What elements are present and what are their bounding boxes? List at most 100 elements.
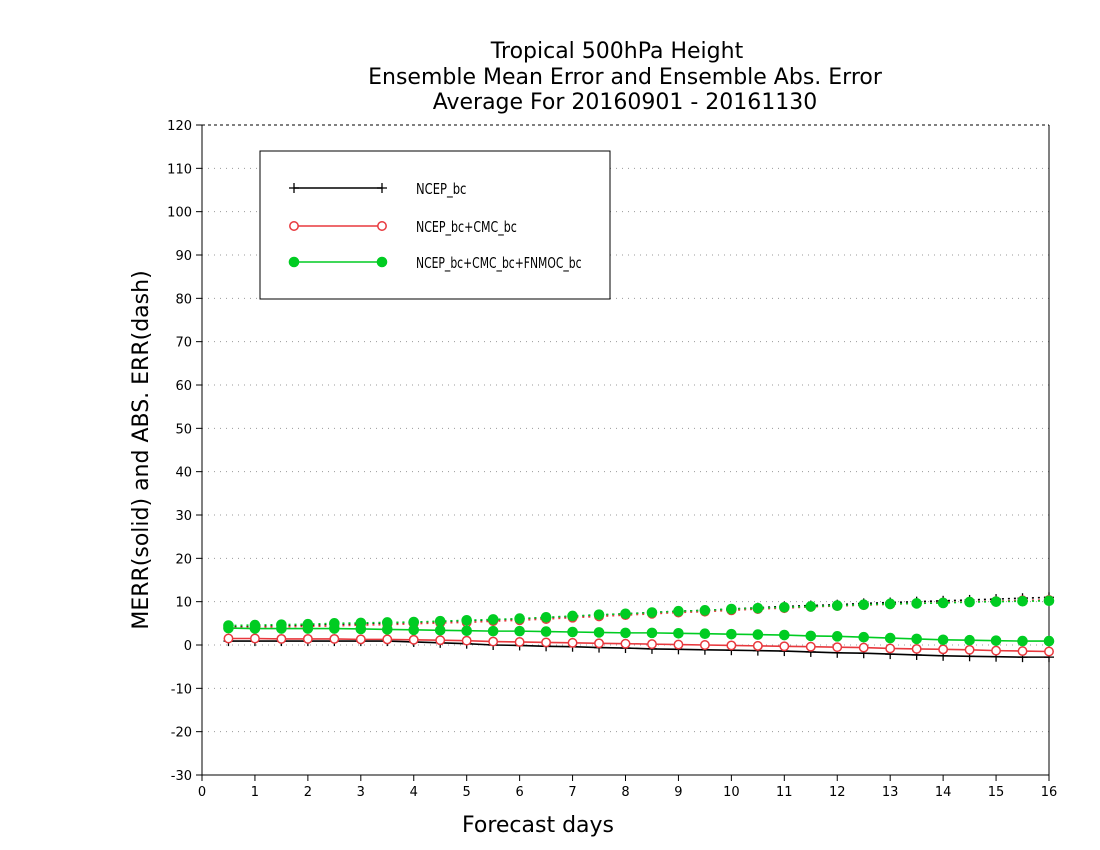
abs-err-point: [1043, 595, 1055, 607]
merr-point: [805, 630, 817, 642]
legend-label: NCEP_bc+CMC_bc: [416, 218, 517, 237]
abs-err-point: [434, 615, 446, 627]
merr-point: [831, 631, 843, 642]
chart-title-line-3: Average For 20160901 - 20161130: [433, 90, 818, 115]
x-tick-label: 4: [410, 785, 418, 800]
abs-err-point: [752, 602, 764, 614]
abs-err-point: [620, 608, 631, 620]
y-tick-label: 30: [175, 509, 192, 524]
series-2: [223, 595, 1055, 647]
y-tick-label: 40: [175, 466, 192, 481]
series-abs-err-line: [228, 600, 1050, 627]
merr-point: [673, 628, 684, 639]
y-tick-label: -10: [171, 682, 192, 697]
x-tick-label: 0: [198, 785, 206, 800]
merr-point: [593, 627, 605, 638]
abs-err-point: [937, 597, 949, 609]
merr-point: [408, 634, 419, 645]
legend-marker: [377, 221, 387, 231]
abs-err-point: [805, 601, 817, 612]
legend-box: [259, 150, 611, 300]
legend-marker: [289, 183, 299, 193]
merr-point: [276, 633, 287, 644]
merr-point: [249, 623, 261, 634]
abs-err-point: [646, 607, 658, 618]
x-tick-label: 2: [304, 785, 312, 800]
merr-point: [488, 636, 499, 647]
series-layer: [223, 592, 1055, 663]
x-tick-label: 10: [723, 785, 740, 800]
y-tick-label: 100: [167, 206, 192, 221]
merr-point: [779, 641, 790, 652]
merr-point: [594, 638, 604, 649]
merr-point: [1044, 646, 1054, 657]
x-tick-label: 8: [621, 785, 629, 800]
merr-point: [911, 633, 922, 645]
merr-point: [487, 625, 499, 637]
merr-point: [752, 640, 763, 651]
merr-point: [435, 635, 446, 646]
merr-point: [355, 623, 367, 635]
merr-point: [567, 626, 578, 638]
y-tick-label: 60: [175, 379, 192, 394]
merr-point: [647, 639, 657, 650]
merr-point: [885, 643, 896, 654]
y-axis: -30 -20 -10 0 10 20 30 40 50 60 70 80 90 100 110 120: [167, 119, 202, 784]
x-tick-label: 13: [882, 785, 899, 800]
merr-point: [1017, 635, 1028, 647]
merr-point: [699, 640, 710, 650]
abs-err-point: [461, 615, 472, 626]
x-tick-label: 11: [776, 785, 793, 800]
merr-point: [276, 623, 287, 634]
x-tick-label: 9: [674, 785, 682, 800]
x-tick-label: 7: [568, 785, 576, 800]
merr-point: [805, 641, 816, 652]
merr-point: [937, 634, 949, 646]
x-tick-label: 16: [1041, 785, 1058, 800]
merr-point: [223, 633, 234, 644]
abs-err-point: [1017, 595, 1028, 607]
abs-err-point: [831, 600, 843, 611]
merr-point: [884, 632, 896, 644]
abs-err-point: [699, 605, 711, 616]
legend-item-1: NCEP_bc+CMC_bc: [289, 218, 517, 237]
abs-err-point: [779, 602, 790, 613]
merr-point: [461, 625, 472, 637]
series-0: [223, 592, 1054, 663]
merr-point: [620, 638, 631, 649]
merr-point: [646, 627, 658, 639]
abs-err-point: [673, 605, 684, 617]
x-tick-label: 15: [988, 785, 1005, 800]
merr-point: [355, 634, 366, 645]
merr-point: [991, 645, 1002, 656]
y-tick-label: 0: [184, 639, 192, 654]
merr-point: [461, 635, 472, 646]
merr-point: [726, 640, 737, 651]
y-tick-label: 50: [175, 422, 192, 437]
y-tick-label: 90: [175, 249, 192, 264]
merr-point: [858, 631, 870, 643]
abs-err-point: [540, 611, 552, 623]
abs-err-point: [884, 598, 896, 610]
legend-marker: [377, 183, 387, 193]
merr-point: [381, 624, 393, 635]
merr-point: [302, 623, 314, 634]
legend-marker: [376, 256, 388, 268]
merr-point: [964, 644, 975, 655]
y-tick-label: 80: [175, 292, 192, 307]
y-tick-label: 10: [175, 596, 192, 611]
series-abs-err-line: [228, 599, 1050, 629]
x-tick-label: 1: [251, 785, 259, 800]
merr-point: [726, 628, 737, 640]
abs-err-point: [964, 596, 975, 608]
merr-point: [964, 634, 975, 646]
merr-point: [382, 634, 393, 645]
abs-err-point: [567, 610, 578, 622]
merr-point: [223, 622, 234, 634]
merr-point: [514, 637, 525, 647]
merr-point: [249, 633, 260, 644]
abs-err-point: [487, 614, 499, 625]
x-tick-label: 12: [829, 785, 846, 800]
y-tick-label: 120: [167, 119, 192, 134]
